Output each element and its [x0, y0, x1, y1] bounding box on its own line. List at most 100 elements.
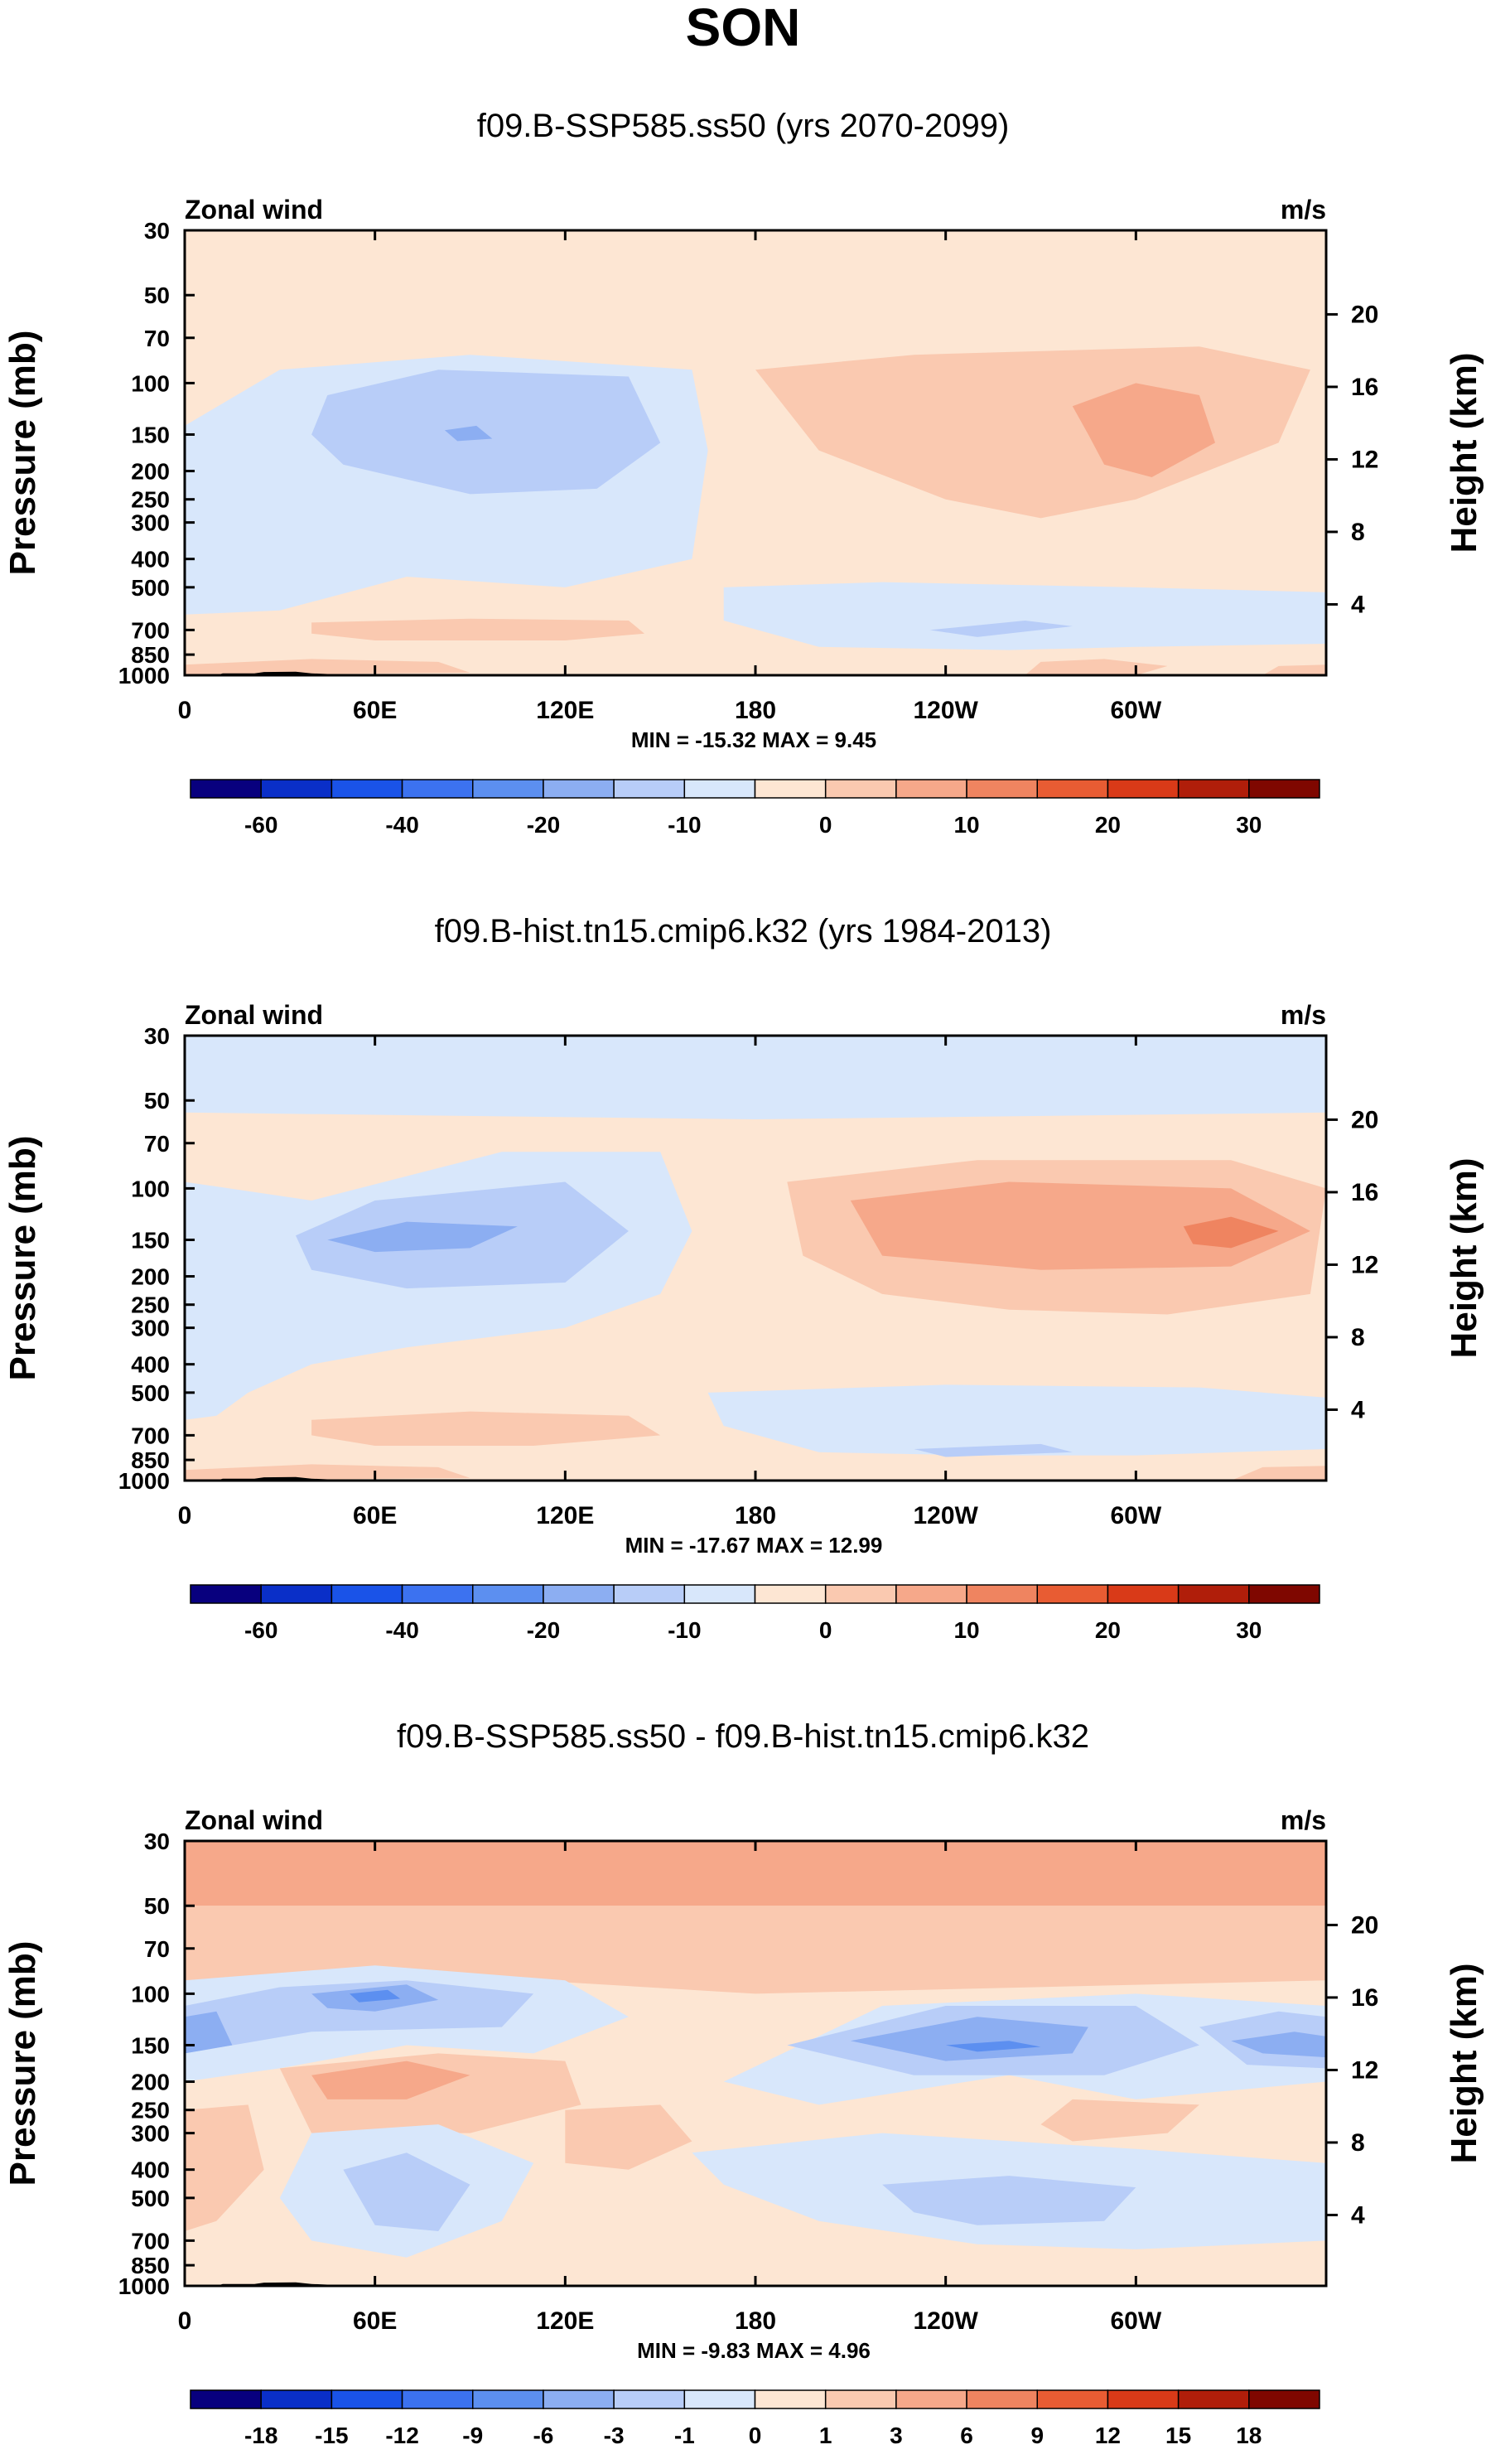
colorbar-label: 3 [890, 2423, 903, 2448]
colorbar-swatch [260, 2389, 333, 2409]
colorbar-swatch [472, 1584, 544, 1604]
y-tick-label: 850 [131, 2253, 170, 2278]
contour-region [929, 621, 1073, 637]
colorbar-swatch [1248, 1584, 1320, 1604]
contour-region [444, 425, 493, 442]
y-tick-label: 200 [131, 459, 170, 485]
x-tick-label: 180 [735, 2307, 776, 2335]
contour-region [723, 582, 1326, 650]
colorbar-swatch [824, 1584, 897, 1604]
y-tick-label: 100 [131, 1981, 170, 2007]
colorbar-label: 30 [1236, 812, 1262, 838]
colorbar-label: -18 [244, 2423, 277, 2448]
contour-region [565, 2104, 692, 2170]
y-tick-label: 200 [131, 2070, 170, 2095]
colorbar-swatch [330, 1584, 403, 1604]
colorbar-label: 6 [960, 2423, 973, 2448]
contour-region [755, 346, 1310, 519]
colorbar-label: -9 [462, 2423, 483, 2448]
colorbar: -60 -40 -20 -10 0 10 20 30 [190, 1584, 1320, 1643]
colorbar-swatch [966, 1584, 1038, 1604]
units-label: m/s [1281, 195, 1326, 225]
colorbar-label: 18 [1236, 2423, 1262, 2448]
contour-region [707, 1384, 1326, 1456]
colorbar-swatch [613, 1584, 686, 1604]
contour-region [1183, 1216, 1279, 1249]
colorbar-swatch [1177, 779, 1250, 799]
x-tick-label: 180 [735, 697, 776, 724]
colorbar-swatch [1036, 1584, 1109, 1604]
contour-region [327, 1221, 518, 1253]
y-tick-label: 100 [131, 1176, 170, 1201]
y2-tick-label: 16 [1351, 1179, 1378, 1206]
colorbar-swatch [895, 779, 967, 799]
colorbar-swatch [543, 779, 615, 799]
colorbar-label: -10 [668, 812, 701, 838]
y-tick-label: 300 [131, 510, 170, 536]
y-tick-label: 150 [131, 2032, 170, 2058]
colorbar-swatch [754, 2389, 827, 2409]
contour-region [185, 1841, 1326, 1906]
colorbar-swatch [683, 779, 756, 799]
y2-tick-label: 16 [1351, 374, 1378, 401]
plot-area [185, 1036, 1326, 1481]
colorbar-swatch [330, 2389, 403, 2409]
colorbar-swatch [966, 779, 1038, 799]
x-tick-label: 120E [536, 1502, 594, 1529]
colorbar-swatch [401, 779, 474, 799]
colorbar-swatch [1177, 1584, 1250, 1604]
colorbar-label: -6 [533, 2423, 553, 2448]
colorbar-label: -10 [668, 1617, 701, 1643]
colorbar-swatch [754, 1584, 827, 1604]
x-tick-label: 60W [1110, 697, 1161, 724]
contour-region [1072, 383, 1215, 477]
colorbar-label: -20 [527, 1617, 560, 1643]
contour-region [185, 1464, 470, 1481]
x-tick-label: 120W [913, 697, 978, 724]
contour-region [185, 659, 470, 675]
y-tick-label: 400 [131, 547, 170, 573]
colorbar-swatch [1036, 779, 1109, 799]
colorbar-label: 0 [749, 2423, 762, 2448]
contour-region [914, 1443, 1073, 1457]
colorbar-swatch [613, 2389, 686, 2409]
colorbar-swatch [260, 779, 333, 799]
y-tick-label: 250 [131, 487, 170, 513]
colorbar-swatch [1177, 2389, 1250, 2409]
contour-region [882, 2176, 1136, 2225]
contour-region [850, 2017, 1088, 2061]
colorbar-swatch [472, 779, 544, 799]
x-tick-label: 120E [536, 697, 594, 724]
contour-region [945, 2041, 1041, 2052]
colorbar-label: -12 [385, 2423, 418, 2448]
min-max-stats: MIN = -15.32 MAX = 9.45 [631, 727, 876, 752]
y2-tick-label: 8 [1351, 519, 1365, 546]
y-tick-label: 850 [131, 1447, 170, 1473]
colorbar-swatch [190, 2389, 262, 2409]
colorbar-swatch [895, 1584, 967, 1604]
colorbar-label: -40 [385, 812, 418, 838]
x-tick-label: 60W [1110, 1502, 1161, 1529]
contour-region [185, 2104, 264, 2231]
contour-region [185, 1980, 534, 2054]
plot-area [185, 1841, 1326, 2286]
y-tick-label: 100 [131, 370, 170, 396]
colorbar-swatch [401, 2389, 474, 2409]
colorbar-swatch [1107, 1584, 1180, 1604]
y-tick-label: 300 [131, 2121, 170, 2147]
y-tick-label: 30 [144, 1829, 170, 1854]
units-label: m/s [1281, 1805, 1326, 1835]
plot-area [185, 230, 1326, 675]
variable-label: Zonal wind [185, 1805, 323, 1835]
y-tick-label: 150 [131, 422, 170, 447]
colorbar-label: 20 [1095, 812, 1121, 838]
contour-region [185, 2011, 233, 2054]
contour-region [1040, 2099, 1199, 2142]
colorbar-label: -3 [604, 2423, 625, 2448]
colorbar-swatch [613, 779, 686, 799]
contour-region [185, 1036, 1326, 1119]
x-tick-label: 0 [178, 2307, 192, 2335]
y2-tick-label: 4 [1351, 591, 1365, 618]
contour-region [350, 1989, 401, 2003]
